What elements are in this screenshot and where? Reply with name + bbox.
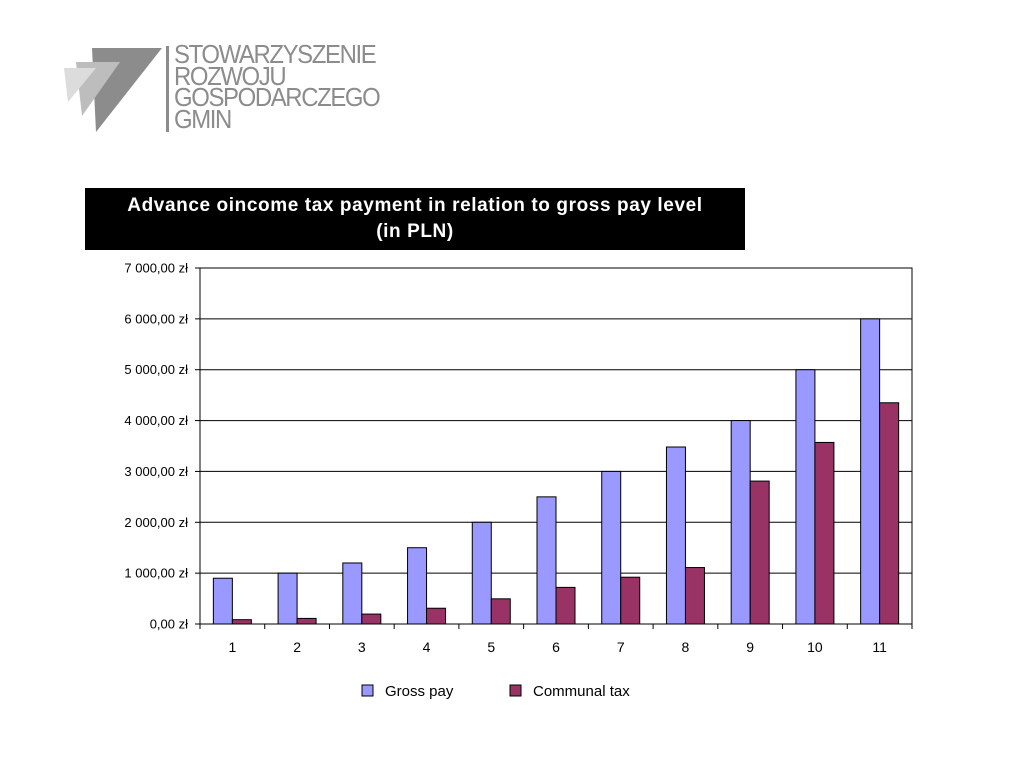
bar-gross-pay xyxy=(277,572,298,625)
bar-gross-pay xyxy=(730,420,751,625)
logo-line-2: ROZWOJU xyxy=(174,60,287,91)
logo: STOWARZYSZENIE ROZWOJU GOSPODARCZEGO GMI… xyxy=(62,39,402,136)
x-tick-label: 3 xyxy=(358,639,366,655)
y-tick-label: 2 000,00 zł xyxy=(124,515,188,530)
y-tick-label: 5 000,00 zł xyxy=(124,362,188,377)
chart-title-line-1: Advance oincome tax payment in relation … xyxy=(127,195,703,216)
legend-swatch xyxy=(361,684,374,697)
legend-label: Gross pay xyxy=(385,683,454,700)
y-tick-label: 4 000,00 zł xyxy=(124,413,188,428)
logo-line-1: STOWARZYSZENIE xyxy=(174,39,377,69)
legend-swatch xyxy=(509,684,522,697)
bar-communal-tax xyxy=(749,480,770,625)
bar-communal-tax xyxy=(879,402,900,625)
bar-gross-pay xyxy=(342,562,363,625)
chart-title: Advance oincome tax payment in relation … xyxy=(85,188,745,250)
x-tick-label: 9 xyxy=(746,639,754,655)
x-tick-label: 1 xyxy=(228,639,236,655)
x-tick-label: 8 xyxy=(682,639,690,655)
logo-divider xyxy=(166,46,169,132)
x-tick-label: 11 xyxy=(872,639,887,655)
legend-label: Communal tax xyxy=(533,683,630,700)
y-tick-label: 0,00 zł xyxy=(150,617,188,632)
x-tick-label: 10 xyxy=(807,639,823,655)
bar-communal-tax xyxy=(490,598,511,625)
x-tick-label: 2 xyxy=(293,639,301,655)
y-tick-label: 1 000,00 zł xyxy=(124,566,188,581)
x-tick-label: 7 xyxy=(617,639,625,655)
x-tick-label: 4 xyxy=(423,639,431,655)
y-tick-label: 6 000,00 zł xyxy=(124,311,188,326)
x-tick-label: 5 xyxy=(487,639,495,655)
bar-communal-tax xyxy=(814,441,835,625)
bar-communal-tax xyxy=(426,607,447,625)
bar-gross-pay xyxy=(212,577,233,625)
chart-title-line-2: (in PLN) xyxy=(376,221,454,242)
bar-chart: 0,00 zł 1 000,00 zł 2 000,00 zł 3 000,00 zł… xyxy=(124,261,913,700)
bar-gross-pay xyxy=(601,470,622,625)
bar-communal-tax xyxy=(555,586,576,625)
bar-gross-pay xyxy=(536,496,557,625)
logo-emblem-icon xyxy=(64,48,162,132)
bar-communal-tax xyxy=(620,576,641,625)
bar-communal-tax xyxy=(231,619,252,625)
y-tick-label: 7 000,00 zł xyxy=(124,261,188,276)
logo-line-3: GOSPODARCZEGO xyxy=(174,82,381,112)
logo-line-4: GMIN xyxy=(174,103,232,134)
bar-gross-pay xyxy=(860,318,881,625)
x-tick-label: 6 xyxy=(552,639,560,655)
y-tick-label: 3 000,00 zł xyxy=(124,464,188,479)
bar-gross-pay xyxy=(665,446,686,625)
bar-gross-pay xyxy=(471,521,492,625)
bar-gross-pay xyxy=(407,547,428,625)
bar-communal-tax xyxy=(684,567,705,625)
bar-gross-pay xyxy=(795,369,816,625)
bar-communal-tax xyxy=(296,617,317,625)
bar-communal-tax xyxy=(361,613,382,625)
logo-text: STOWARZYSZENIE ROZWOJU GOSPODARCZEGO GMI… xyxy=(174,39,397,134)
